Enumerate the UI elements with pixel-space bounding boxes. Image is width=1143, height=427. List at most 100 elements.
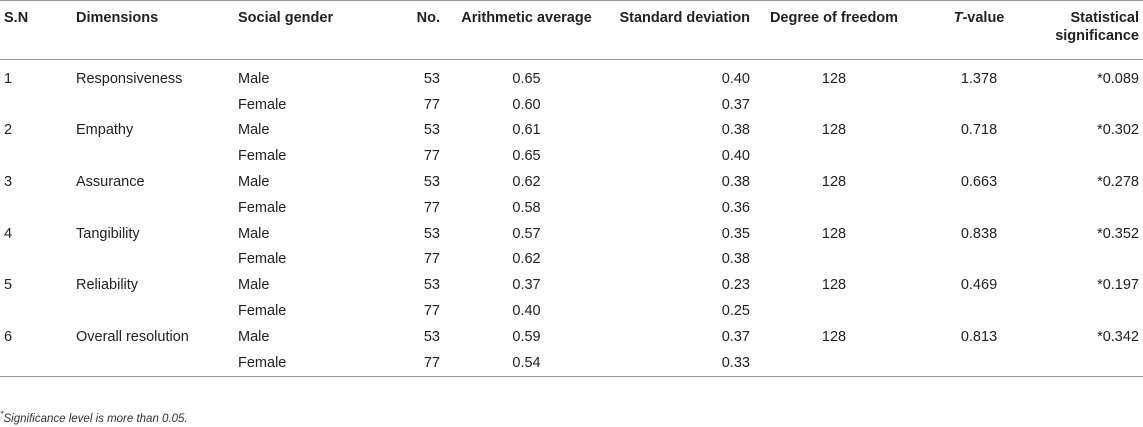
cell-df: 128 [821, 277, 847, 294]
cell-no: 77 [423, 354, 440, 371]
header-standard-deviation: Standard deviation [619, 10, 750, 26]
header-arithmetic-average: Arithmetic average [461, 10, 592, 26]
cell-significance-empty [1044, 298, 1143, 324]
cell-dimension: Assurance [76, 174, 145, 191]
cell-t-value-empty [914, 143, 1044, 169]
table-row: 6 Overall resolution Male 53 0.59 0.37 128 0.81… [0, 324, 1143, 350]
table-row: Female 77 0.58 0.36 [0, 195, 1143, 221]
cell-df-empty [754, 247, 914, 273]
cell-sn: 2 [4, 122, 13, 139]
table-container: S.N Dimensions Social gender No. Arithme… [0, 0, 1143, 377]
cell-significance-empty [1044, 247, 1143, 273]
table-row: Female 77 0.65 0.40 [0, 143, 1143, 169]
cell-t-value-empty [914, 195, 1044, 221]
cell-dimension: Tangibility [76, 225, 140, 242]
cell-significance: *0.342 [1097, 328, 1139, 345]
cell-gender: Female [238, 96, 287, 113]
cell-significance-empty [1044, 195, 1143, 221]
cell-no: 77 [423, 199, 440, 216]
cell-df-empty [754, 92, 914, 118]
cell-t-value: 0.718 [960, 122, 998, 139]
cell-no: 77 [423, 96, 440, 113]
cell-significance: *0.197 [1097, 277, 1139, 294]
cell-significance: *0.278 [1097, 174, 1139, 191]
header-social-gender: Social gender [238, 10, 334, 26]
cell-gender: Male [238, 174, 270, 191]
table-row: 2 Empathy Male 53 0.61 0.38 128 0.718 *0.302 [0, 118, 1143, 144]
cell-gender: Female [238, 251, 287, 268]
cell-dimension-empty [72, 143, 234, 169]
header-row: S.N Dimensions Social gender No. Arithme… [0, 0, 1143, 60]
cell-gender: Male [238, 122, 270, 139]
cell-t-value-empty [914, 350, 1044, 376]
cell-average: 0.37 [512, 277, 541, 294]
cell-sd: 0.37 [721, 96, 750, 113]
cell-significance: *0.089 [1097, 70, 1139, 87]
cell-average: 0.61 [512, 122, 541, 139]
cell-sn-empty [0, 143, 72, 169]
cell-no: 77 [423, 148, 440, 165]
cell-no: 53 [423, 174, 440, 191]
cell-average: 0.65 [512, 148, 541, 165]
cell-sd: 0.38 [721, 174, 750, 191]
table-body: 1 Responsiveness Male 53 0.65 0.40 128 1.378 *0.… [0, 60, 1143, 377]
cell-t-value: 0.663 [960, 174, 998, 191]
cell-dimension: Responsiveness [76, 70, 183, 87]
cell-average: 0.59 [512, 328, 541, 345]
footnote-mark: * [0, 409, 4, 419]
cell-t-value: 0.838 [960, 225, 998, 242]
cell-gender: Female [238, 148, 287, 165]
cell-sd: 0.40 [721, 148, 750, 165]
cell-average: 0.62 [512, 174, 541, 191]
cell-dimension-empty [72, 350, 234, 376]
table-row: Female 77 0.62 0.38 [0, 247, 1143, 273]
cell-significance: *0.352 [1097, 225, 1139, 242]
table-row: 5 Reliability Male 53 0.37 0.23 128 0.469 *0.197 [0, 272, 1143, 298]
cell-sd: 0.40 [721, 70, 750, 87]
cell-df: 128 [821, 70, 847, 87]
cell-sn: 5 [4, 277, 13, 294]
cell-sn: 1 [4, 70, 13, 87]
table-footnote: *Significance level is more than 0.05. [0, 409, 188, 425]
cell-sd: 0.37 [721, 328, 750, 345]
table-row: Female 77 0.60 0.37 [0, 92, 1143, 118]
cell-t-value: 0.469 [960, 277, 998, 294]
cell-sd: 0.38 [721, 122, 750, 139]
cell-average: 0.62 [512, 251, 541, 268]
cell-df-empty [754, 195, 914, 221]
cell-sn-empty [0, 92, 72, 118]
cell-sd: 0.35 [721, 225, 750, 242]
cell-t-value: 1.378 [960, 70, 998, 87]
cell-gender: Female [238, 199, 287, 216]
cell-dimension: Reliability [76, 277, 139, 294]
cell-gender: Male [238, 277, 270, 294]
cell-sn: 4 [4, 225, 13, 242]
cell-dimension-empty [72, 298, 234, 324]
cell-average: 0.58 [512, 199, 541, 216]
cell-average: 0.57 [512, 225, 541, 242]
cell-df: 128 [821, 225, 847, 242]
cell-dimension-empty [72, 195, 234, 221]
cell-gender: Female [238, 303, 287, 320]
cell-df-empty [754, 350, 914, 376]
cell-no: 53 [423, 70, 440, 87]
cell-dimension-empty [72, 247, 234, 273]
header-no: No. [416, 10, 440, 26]
cell-dimension-empty [72, 92, 234, 118]
cell-dimension: Empathy [76, 122, 134, 139]
cell-sn-empty [0, 195, 72, 221]
cell-sd: 0.23 [721, 277, 750, 294]
header-t-value: T-value [914, 1, 1044, 60]
cell-sd: 0.38 [721, 251, 750, 268]
cell-sn: 3 [4, 174, 13, 191]
cell-no: 53 [423, 328, 440, 345]
cell-sn: 6 [4, 328, 13, 345]
cell-sd: 0.33 [721, 354, 750, 371]
cell-no: 77 [423, 303, 440, 320]
cell-sn-empty [0, 247, 72, 273]
cell-df: 128 [821, 174, 847, 191]
cell-gender: Male [238, 225, 270, 242]
table-row: 4 Tangibility Male 53 0.57 0.35 128 0.838 *0.352 [0, 221, 1143, 247]
cell-significance-empty [1044, 350, 1143, 376]
header-degree-of-freedom: Degree of freedom [769, 10, 899, 26]
